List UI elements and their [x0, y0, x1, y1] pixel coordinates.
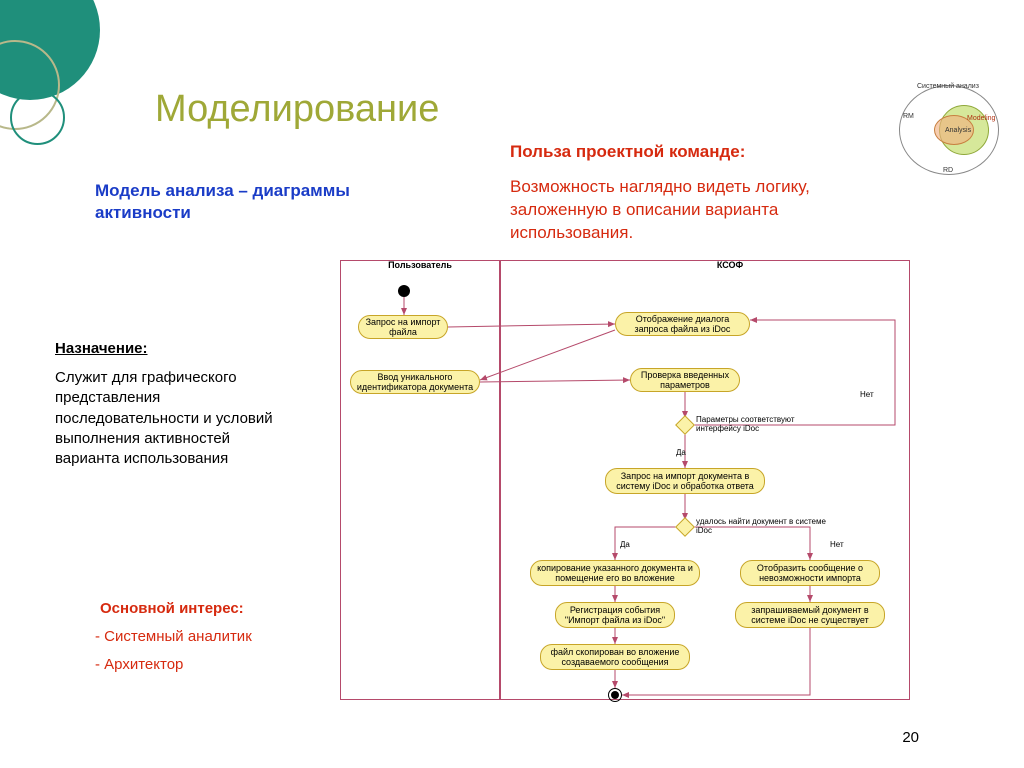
- activity-node: Ввод уникального идентификатора документ…: [350, 370, 480, 394]
- interest-item: - Системный аналитик: [95, 628, 252, 645]
- edge-label: Нет: [830, 540, 844, 549]
- corner-decoration: [0, 0, 120, 120]
- mini-context-diagram: Системный анализ RM Modeling Analysis RD: [899, 85, 1009, 185]
- interest-item: - Архитектор: [95, 656, 183, 673]
- activity-node: Запрос на импорт файла: [358, 315, 448, 339]
- purpose-body: Служит для графического представления по…: [55, 368, 290, 469]
- edge-label: Нет: [860, 390, 874, 399]
- page-title: Моделирование: [155, 88, 439, 131]
- decision-label: удалось найти документ в системе iDoc: [696, 518, 826, 536]
- lane-ksof: КСОФ: [700, 260, 760, 270]
- activity-diagram: Пользователь КСОФ Запрос на импорт файла…: [340, 260, 920, 720]
- edge-label: Да: [676, 448, 686, 457]
- benefit-header: Польза проектной команде:: [510, 142, 745, 162]
- activity-node: Запрос на импорт документа в систему iDo…: [605, 468, 765, 494]
- decision-label: Параметры соответствуют интерфейсу iDoc: [696, 416, 826, 434]
- benefit-body: Возможность наглядно видеть логику, зало…: [510, 176, 870, 245]
- mini-label: Analysis: [945, 127, 971, 134]
- mini-label: Modeling: [967, 115, 995, 122]
- page-number: 20: [902, 729, 919, 746]
- start-node: [398, 285, 410, 297]
- activity-node: Отобразить сообщение о невозможности имп…: [740, 560, 880, 586]
- mini-label: Системный анализ: [917, 83, 979, 90]
- activity-node: копирование указанного документа и помещ…: [530, 560, 700, 586]
- edge-label: Да: [620, 540, 630, 549]
- mini-label: RM: [903, 113, 914, 120]
- activity-node: Проверка введенных параметров: [630, 368, 740, 392]
- subtitle: Модель анализа – диаграммы активности: [95, 180, 435, 224]
- activity-node: Отображение диалога запроса файла из iDo…: [615, 312, 750, 336]
- purpose-header: Назначение:: [55, 340, 148, 357]
- activity-node: Регистрация события "Импорт файла из iDo…: [555, 602, 675, 628]
- activity-node: запрашиваемый документ в системе iDoc не…: [735, 602, 885, 628]
- end-node: [608, 688, 622, 702]
- lane-user: Пользователь: [380, 260, 460, 270]
- interest-header: Основной интерес:: [100, 600, 244, 617]
- mini-label: RD: [943, 167, 953, 174]
- activity-node: файл скопирован во вложение создаваемого…: [540, 644, 690, 670]
